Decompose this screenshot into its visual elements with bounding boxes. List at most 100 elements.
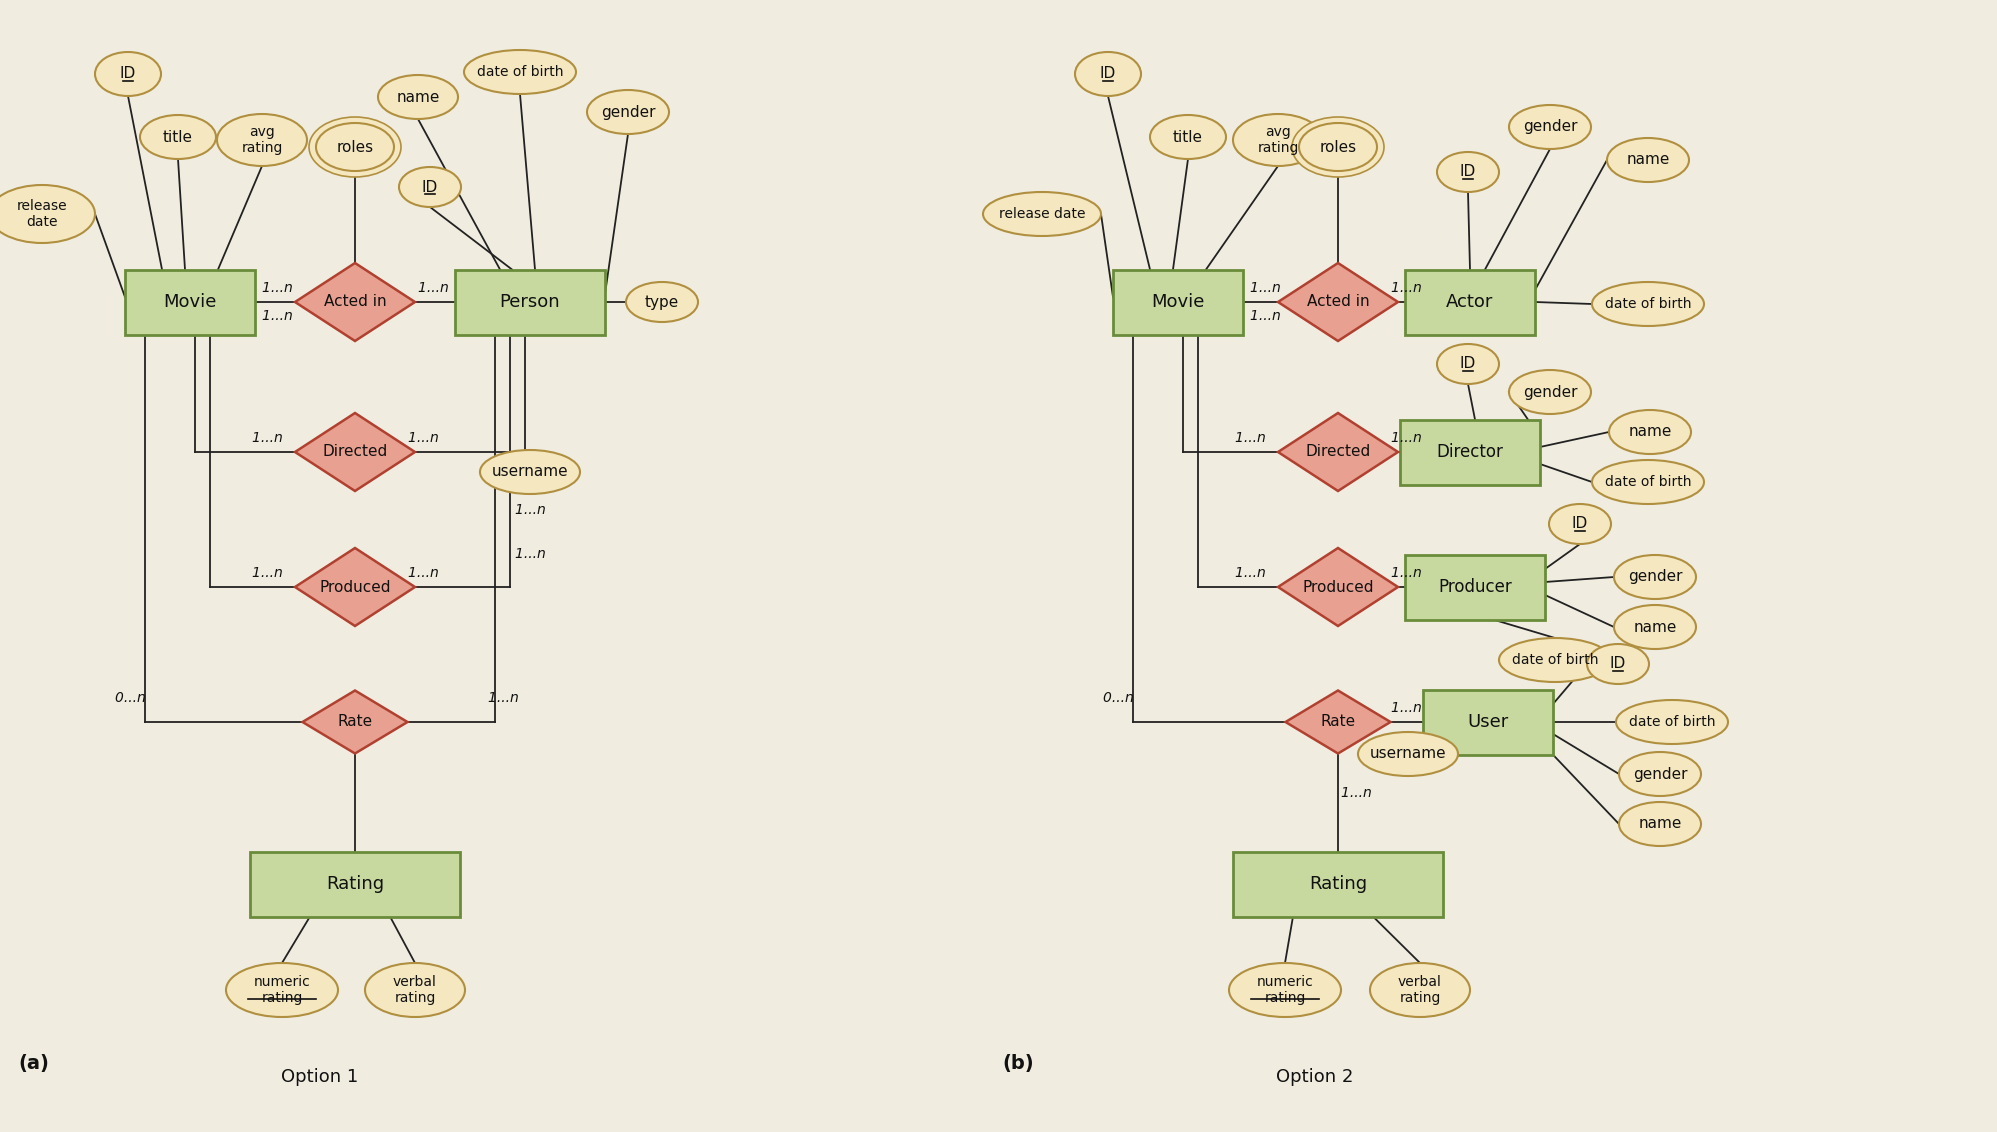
Ellipse shape <box>399 168 461 207</box>
FancyBboxPatch shape <box>1406 555 1546 619</box>
Ellipse shape <box>1620 801 1701 846</box>
Polygon shape <box>1278 413 1398 491</box>
Ellipse shape <box>1292 117 1384 177</box>
Text: Directed: Directed <box>322 445 387 460</box>
Ellipse shape <box>625 282 699 321</box>
Ellipse shape <box>479 451 579 494</box>
Text: ID: ID <box>1100 67 1116 82</box>
Text: 1...​n: 1...​n <box>1390 431 1422 445</box>
Text: 1...​n: 1...​n <box>1234 566 1266 580</box>
Text: gender: gender <box>1628 569 1681 584</box>
Text: 1...​n: 1...​n <box>487 691 519 705</box>
Ellipse shape <box>1550 504 1612 544</box>
Ellipse shape <box>1510 105 1592 149</box>
Polygon shape <box>296 413 415 491</box>
Text: release
date: release date <box>16 199 68 229</box>
Ellipse shape <box>1616 700 1727 744</box>
Text: release date: release date <box>998 207 1084 221</box>
Text: Directed: Directed <box>1306 445 1370 460</box>
Text: Option 2: Option 2 <box>1276 1067 1354 1086</box>
Text: verbal
rating: verbal rating <box>393 975 437 1005</box>
Ellipse shape <box>96 52 162 96</box>
Ellipse shape <box>1228 963 1342 1017</box>
Polygon shape <box>1278 263 1398 341</box>
Text: 1...​n: 1...​n <box>407 431 439 445</box>
Text: ID: ID <box>120 67 136 82</box>
Text: title: title <box>164 129 194 145</box>
Text: Acted in: Acted in <box>1306 294 1370 309</box>
Ellipse shape <box>316 123 393 171</box>
Ellipse shape <box>1298 123 1378 171</box>
Text: ID: ID <box>1610 657 1626 671</box>
Text: ID: ID <box>421 180 437 195</box>
Text: gender: gender <box>601 104 655 120</box>
Text: 1...​n: 1...​n <box>252 431 282 445</box>
Ellipse shape <box>1500 638 1612 681</box>
Text: name: name <box>1638 816 1681 832</box>
Text: (a): (a) <box>18 1055 48 1073</box>
Ellipse shape <box>1438 152 1500 192</box>
Polygon shape <box>1278 548 1398 626</box>
Text: Rating: Rating <box>326 875 383 893</box>
Text: 1...​n: 1...​n <box>417 281 449 295</box>
Text: Option 1: Option 1 <box>282 1067 359 1086</box>
FancyBboxPatch shape <box>1112 269 1242 334</box>
Text: 1...​n: 1...​n <box>515 503 545 517</box>
Ellipse shape <box>0 185 96 243</box>
Text: gender: gender <box>1524 120 1578 135</box>
Ellipse shape <box>140 115 216 158</box>
Text: date of birth: date of birth <box>1512 653 1598 667</box>
Text: Person: Person <box>499 293 561 311</box>
Ellipse shape <box>1592 282 1703 326</box>
Text: date of birth: date of birth <box>1606 475 1691 489</box>
Text: Acted in: Acted in <box>324 294 385 309</box>
Ellipse shape <box>1620 752 1701 796</box>
Text: 1...​n: 1...​n <box>1250 309 1280 323</box>
FancyBboxPatch shape <box>1400 420 1540 484</box>
Text: 1...​n: 1...​n <box>1340 786 1372 800</box>
Text: name: name <box>1626 153 1669 168</box>
Text: Produced: Produced <box>320 580 391 594</box>
Text: Movie: Movie <box>1152 293 1204 311</box>
Text: Producer: Producer <box>1438 578 1512 597</box>
Ellipse shape <box>1614 604 1695 649</box>
Ellipse shape <box>1358 732 1458 777</box>
Text: title: title <box>1172 129 1202 145</box>
Ellipse shape <box>1370 963 1470 1017</box>
Text: username: username <box>1370 746 1446 762</box>
Text: roles: roles <box>1320 139 1356 154</box>
Ellipse shape <box>1438 344 1500 384</box>
Text: gender: gender <box>1634 766 1687 781</box>
Text: (b): (b) <box>1002 1055 1034 1073</box>
Text: date of birth: date of birth <box>1606 297 1691 311</box>
Text: User: User <box>1468 713 1508 731</box>
Text: avg
rating: avg rating <box>1258 125 1298 155</box>
Text: numeric
rating: numeric rating <box>254 975 310 1005</box>
Ellipse shape <box>1588 644 1650 684</box>
Ellipse shape <box>310 117 401 177</box>
Ellipse shape <box>226 963 337 1017</box>
Ellipse shape <box>983 192 1100 235</box>
Text: 1...​n: 1...​n <box>252 566 282 580</box>
Text: 0...​n: 0...​n <box>114 691 146 705</box>
Text: 1...​n: 1...​n <box>262 281 292 295</box>
Text: gender: gender <box>1524 385 1578 400</box>
Text: username: username <box>491 464 569 480</box>
Ellipse shape <box>1610 410 1691 454</box>
Text: date of birth: date of birth <box>1630 715 1715 729</box>
Text: name: name <box>1628 424 1671 439</box>
Text: Rating: Rating <box>1308 875 1368 893</box>
Ellipse shape <box>587 91 669 134</box>
Ellipse shape <box>377 75 457 119</box>
Text: 1...​n: 1...​n <box>1250 281 1280 295</box>
Text: verbal
rating: verbal rating <box>1398 975 1442 1005</box>
Polygon shape <box>302 691 407 754</box>
Text: Rate: Rate <box>337 714 373 729</box>
Polygon shape <box>296 548 415 626</box>
Ellipse shape <box>365 963 465 1017</box>
Text: ID: ID <box>1460 164 1476 180</box>
FancyBboxPatch shape <box>126 269 256 334</box>
Text: Movie: Movie <box>164 293 218 311</box>
FancyBboxPatch shape <box>1424 689 1554 755</box>
Polygon shape <box>1286 691 1390 754</box>
